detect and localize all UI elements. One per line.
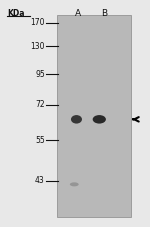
Text: A: A xyxy=(75,9,81,18)
Text: B: B xyxy=(101,9,108,18)
Text: 55: 55 xyxy=(35,136,45,145)
Text: 170: 170 xyxy=(30,18,45,27)
FancyBboxPatch shape xyxy=(57,15,131,217)
Text: KDa: KDa xyxy=(7,9,25,18)
Text: 95: 95 xyxy=(35,70,45,79)
Ellipse shape xyxy=(71,115,82,123)
Ellipse shape xyxy=(93,115,106,123)
Text: 72: 72 xyxy=(35,100,45,109)
Text: 43: 43 xyxy=(35,176,45,185)
Ellipse shape xyxy=(70,182,79,186)
Text: 130: 130 xyxy=(30,42,45,51)
